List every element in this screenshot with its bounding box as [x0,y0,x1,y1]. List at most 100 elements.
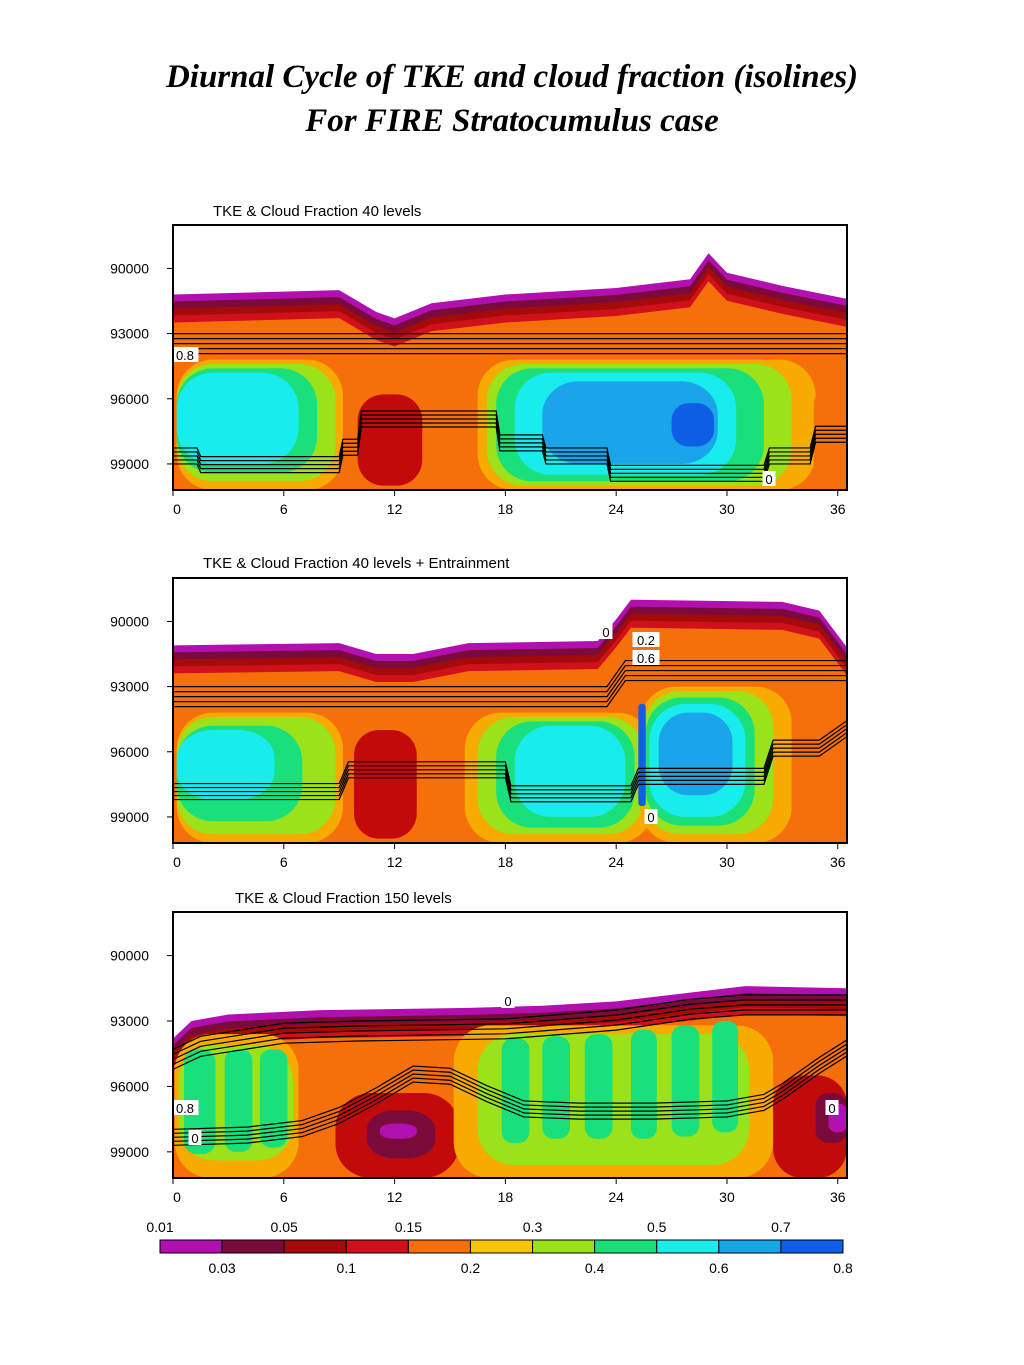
cloud-fraction-top-isoline [173,1014,847,1070]
y-tick-label: 96000 [110,1078,149,1094]
contour-label-bg [599,624,613,639]
tke-contour-band [658,712,733,796]
panel-title: TKE & Cloud Fraction 150 levels [235,890,452,907]
x-tick-label: 30 [719,854,735,870]
colorbar-top-label: 0.05 [271,1219,298,1235]
contour-label-bg [632,632,660,647]
tke-contour-band [813,390,847,490]
contour-label: 0 [504,994,511,1009]
main-title-line-2: For FIRE Stratocumulus case [305,103,719,139]
plot-frame [172,577,848,844]
contour-label-bg [188,1130,202,1145]
x-tick-label: 6 [280,1189,288,1205]
cloud-fraction-top-isoline [173,1009,847,1065]
y-tick-label: 99000 [110,1144,149,1160]
colorbar-top-label: 0.5 [647,1219,667,1235]
contour-label: 0 [602,625,609,640]
x-tick-label: 6 [280,854,288,870]
colorbar-bottom-label: 0.8 [833,1260,853,1276]
x-tick-label: 18 [498,1189,514,1205]
cloud-fraction-base-isoline [173,414,847,470]
tke-contour-band [671,1025,700,1137]
colorbar: 0.01 0.05 0.15 0.3 0.5 0.7 0.03 0.1 0.2 0.4 0.6 0.8 [146,1219,853,1276]
cloud-fraction-base-isoline [173,1043,847,1134]
x-tick-label: 30 [719,501,735,517]
tke-contour-band [357,394,423,486]
contour-label-bg [644,809,658,824]
tke-contour-band [584,1034,613,1139]
x-tick-label: 6 [280,501,288,517]
colorbar-top-label: 0.7 [771,1219,791,1235]
tke-contour-band [379,1123,417,1139]
x-tick-label: 36 [830,854,846,870]
plot-frame [172,911,848,1179]
y-tick-label: 90000 [110,948,149,964]
x-tick-label: 12 [387,854,403,870]
colorbar-bottom-label: 0.6 [709,1260,729,1276]
cloud-fraction-base-isoline [173,728,847,795]
tke-contour-band [224,1049,253,1152]
tke-contour-band [542,381,718,464]
cloud-fraction-top-isoline [173,659,847,688]
contour-label-bg [173,347,199,362]
plot-area: 0 0.8 0 0 [173,986,847,1178]
plot-area: 0 0.2 0.6 0 [173,599,847,843]
panel-title: TKE & Cloud Fraction 40 levels + Entrain… [203,555,510,572]
contour-label: 0 [828,1101,835,1116]
chart-panel-1: 0.80 TKE & Cloud Fraction 40 levels 0 6 12 18… [110,203,848,517]
colorbar-segment [594,1239,658,1254]
cloud-fraction-base-isoline [173,732,847,799]
panel-title: TKE & Cloud Fraction 40 levels [213,203,421,220]
contour-label: 0 [765,472,772,487]
contour-label: 0.8 [176,348,194,363]
colorbar-segment [656,1239,720,1254]
tke-contour-band [804,762,847,843]
cloud-fraction-base-isoline [173,410,847,466]
colorbar-segment [221,1239,285,1254]
plot-area: 0.80 [173,253,847,490]
contour-label-bg [173,1100,199,1115]
colorbar-bottom-label: 0.1 [337,1260,357,1276]
cloud-fraction-base-isoline [173,426,847,482]
contour-label: 0 [191,1131,198,1146]
colorbar-segment [407,1239,471,1254]
y-tick-label: 96000 [110,744,149,760]
y-tick-label: 99000 [110,456,149,472]
tke-contour-band [176,730,275,800]
colorbar-top-label: 0.15 [395,1219,422,1235]
colorbar-bottom-label: 0.03 [208,1260,235,1276]
contour-label-bg [501,993,515,1008]
cloud-fraction-top-isoline [173,674,847,703]
contour-label: 0.6 [637,651,655,666]
x-tick-label: 36 [830,1189,846,1205]
cloud-fraction-top-isoline [173,679,847,708]
tke-contour-band [176,372,299,464]
cloud-fraction-base-isoline [173,1051,847,1142]
y-tick-label: 96000 [110,391,149,407]
chart-panel-2: 0 0.2 0.6 0 TKE & Cloud Fraction 40 levels +… [110,555,848,870]
x-tick-label: 24 [608,501,624,517]
y-tick-label: 90000 [110,260,149,276]
colorbar-segment [159,1239,223,1254]
tke-contour-band [671,403,715,447]
tke-contour-band [638,703,646,807]
colorbar-bottom-label: 0.4 [585,1260,605,1276]
colorbar-top-label: 0.3 [523,1219,543,1235]
tke-contour-band [630,1029,657,1139]
colorbar-segment [718,1239,782,1254]
contour-label: 0.8 [176,1101,194,1116]
tke-contour-band [298,1040,318,1178]
contour-label: 0 [647,810,654,825]
colorbar-segment [345,1239,409,1254]
cloud-fraction-top-isoline [173,1004,847,1060]
y-tick-label: 93000 [110,679,149,695]
x-tick-label: 18 [498,501,514,517]
contour-label-bg [825,1100,839,1115]
y-tick-label: 93000 [110,1013,149,1029]
x-tick-label: 12 [387,501,403,517]
x-tick-label: 24 [608,1189,624,1205]
colorbar-segment [532,1239,596,1254]
cloud-fraction-base-isoline [173,724,847,791]
colorbar-bottom-label: 0.2 [461,1260,481,1276]
cloud-fraction-base-isoline [173,1039,847,1130]
